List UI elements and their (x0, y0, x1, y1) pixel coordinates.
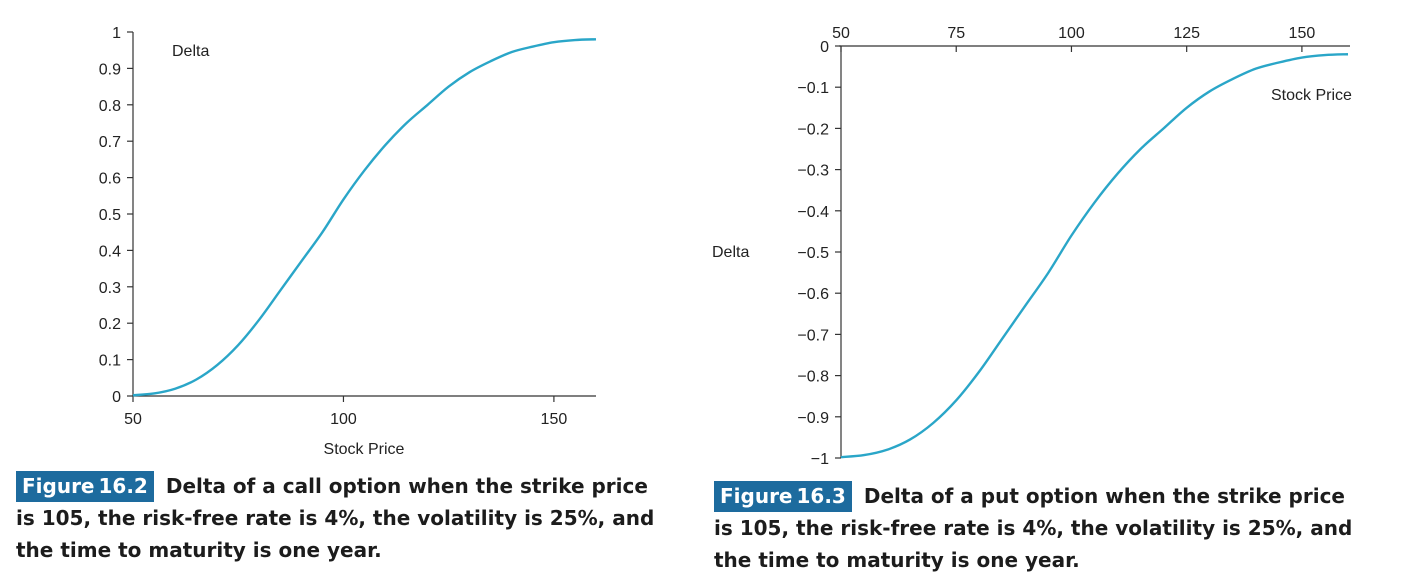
y-tick-label: 0.9 (99, 61, 121, 78)
y-tick-label: −0.1 (797, 80, 829, 97)
call-delta-series-line (132, 38, 597, 397)
y-tick-label: −0.7 (797, 327, 829, 344)
y-tick-label: 0.8 (99, 98, 121, 115)
y-tick-label: 0.7 (99, 134, 121, 151)
figure-badge: Figure 16.2 (16, 471, 154, 502)
y-axis-label: Delta (712, 244, 749, 261)
x-axis-label: Stock Price (324, 441, 405, 458)
x-tick-label: 125 (1173, 25, 1200, 42)
y-tick-label: 0.3 (99, 280, 121, 297)
call-delta-chart: 0 0.1 0.2 0.3 0.4 0.5 0.6 0.7 0.8 0.9 1 50 100 150 D… (99, 25, 597, 458)
y-tick-label: 0.6 (99, 171, 121, 188)
y-tick-label: −0.9 (797, 410, 829, 427)
y-tick-label: 0 (820, 39, 829, 56)
x-tick-label: 50 (832, 25, 850, 42)
x-tick-label: 150 (1289, 25, 1316, 42)
y-tick-label: −1 (811, 451, 829, 468)
caption-text: Delta of a put option when the strike pr… (714, 484, 1353, 572)
y-axis-label: Delta (172, 43, 209, 60)
y-tick-label: 0.1 (99, 353, 121, 370)
y-tick-label: −0.6 (797, 286, 829, 303)
figure-badge: Figure 16.3 (714, 481, 852, 512)
y-tick-label: 0.2 (99, 316, 121, 333)
x-tick-label: 100 (1058, 25, 1085, 42)
y-tick-label: 1 (112, 25, 121, 42)
x-tick-label: 50 (124, 411, 142, 428)
figure-16-3-caption: Figure 16.3 Delta of a put option when the… (714, 480, 1364, 576)
y-tick-label: 0 (112, 389, 121, 406)
put-delta-chart: 0−0.1−0.2−0.3−0.4−0.5−0.6−0.7−0.8−0.9−1 … (712, 25, 1352, 468)
figure-16-2-caption: Figure 16.2 Delta of a call option when th… (16, 470, 666, 566)
y-tick-label: −0.2 (797, 121, 829, 138)
put-delta-series-line (840, 53, 1349, 459)
y-tick-label: −0.4 (797, 204, 829, 221)
x-tick-label: 150 (541, 411, 568, 428)
y-tick-label: −0.3 (797, 163, 829, 180)
caption-text: Delta of a call option when the strike p… (16, 474, 655, 562)
y-tick-label: 0.4 (99, 243, 121, 260)
y-tick-label: −0.5 (797, 245, 829, 262)
y-tick-label: −0.8 (797, 369, 829, 386)
x-axis-label: Stock Price (1271, 87, 1352, 104)
y-tick-label: 0.5 (99, 207, 121, 224)
x-tick-label: 75 (947, 25, 965, 42)
x-tick-label: 100 (330, 411, 357, 428)
